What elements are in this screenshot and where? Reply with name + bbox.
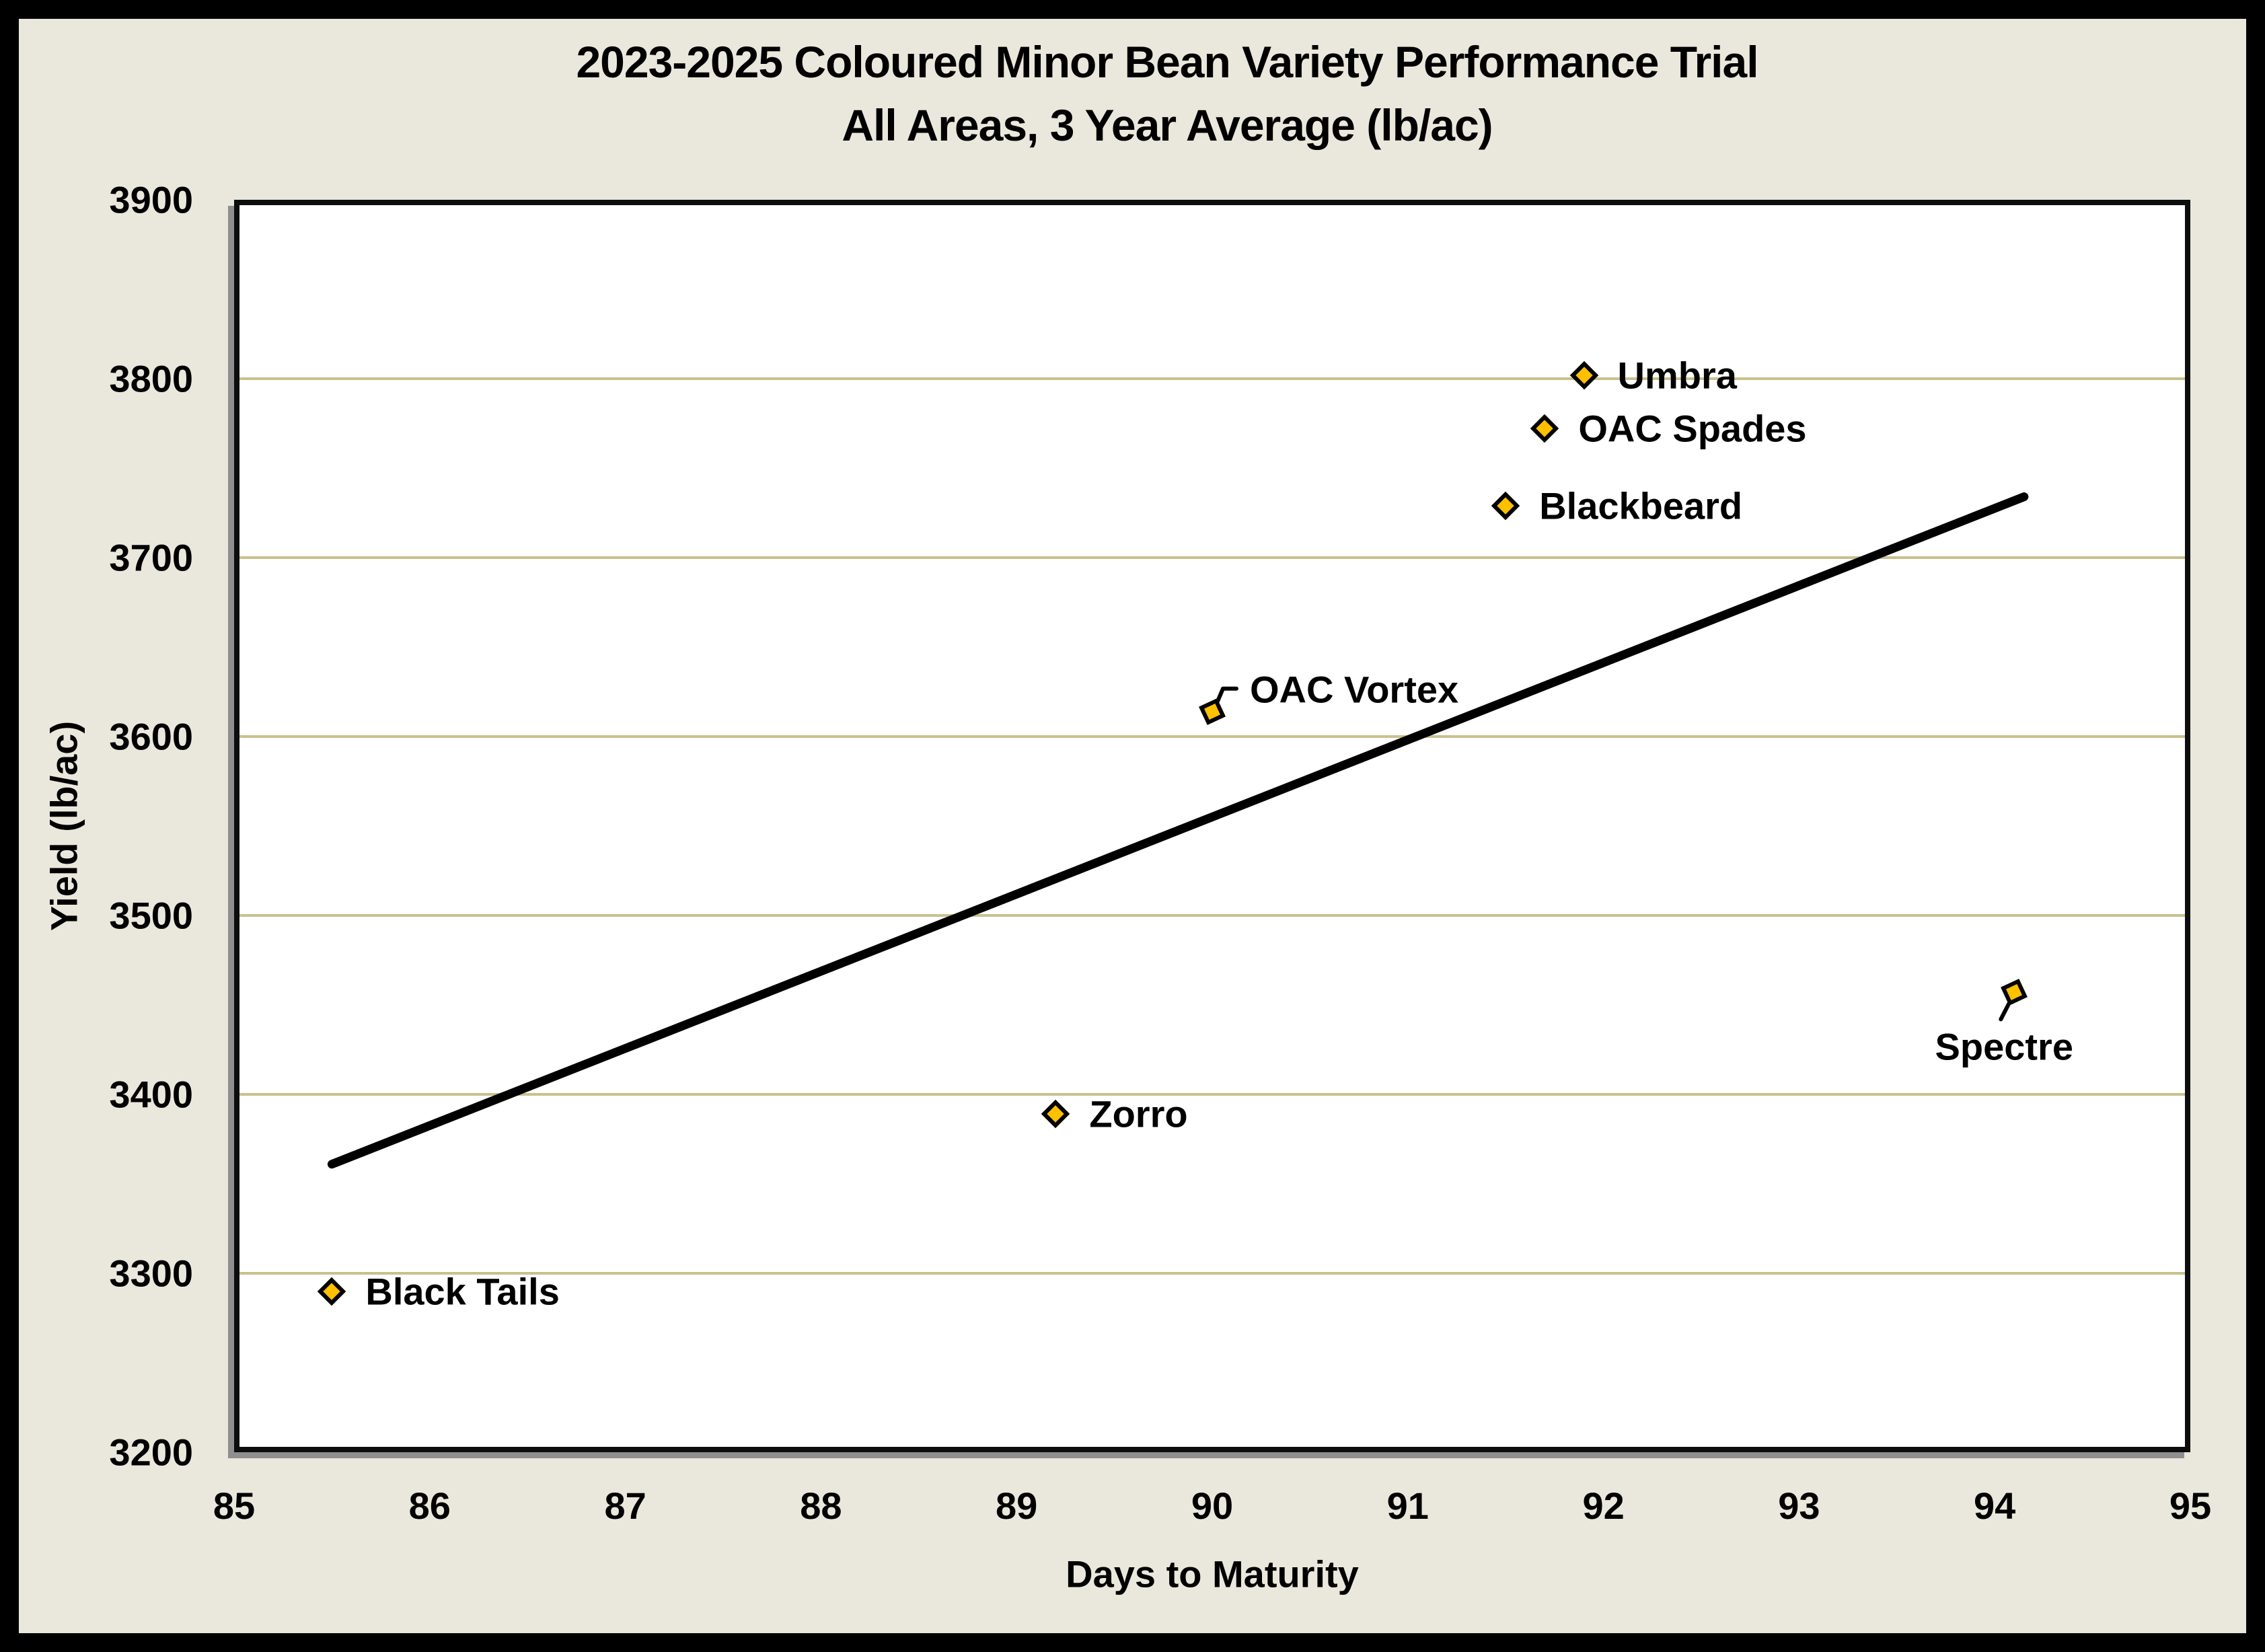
y-tick-3200: 3200: [109, 1431, 193, 1474]
x-tick-93: 93: [1778, 1485, 1820, 1527]
point-label-oac-spades: OAC Spades: [1578, 407, 1807, 450]
x-tick-89: 89: [996, 1485, 1038, 1527]
point-label-blackbeard: Blackbeard: [1539, 484, 1743, 527]
x-tick-92: 92: [1582, 1485, 1625, 1527]
point-label-oac-vortex: OAC Vortex: [1250, 668, 1459, 711]
x-axis-title: Days to Maturity: [1066, 1552, 1359, 1595]
point-label-spectre: Spectre: [1935, 1025, 2073, 1068]
plot-border: [234, 200, 2190, 1452]
plot-canvas: [234, 200, 2190, 1452]
x-tick-87: 87: [604, 1485, 646, 1527]
y-tick-3300: 3300: [109, 1252, 193, 1295]
x-tick-88: 88: [800, 1485, 842, 1527]
plot-area: [234, 200, 2190, 1452]
y-tick-3400: 3400: [109, 1073, 193, 1116]
point-label-black-tails: Black Tails: [365, 1270, 560, 1313]
chart-title-line1: 2023-2025 Coloured Minor Bean Variety Pe…: [576, 37, 1758, 87]
y-tick-3800: 3800: [109, 357, 193, 400]
point-label-zorro: Zorro: [1089, 1092, 1188, 1135]
y-tick-3600: 3600: [109, 715, 193, 758]
y-tick-3700: 3700: [109, 536, 193, 579]
chart-figure: 2023-2025 Coloured Minor Bean Variety Pe…: [19, 19, 2246, 1633]
x-tick-86: 86: [408, 1485, 451, 1527]
point-label-umbra: Umbra: [1617, 354, 1737, 397]
chart-title-line2: All Areas, 3 Year Average (lb/ac): [842, 100, 1493, 150]
chart-title: 2023-2025 Coloured Minor Bean Variety Pe…: [576, 31, 1758, 157]
y-tick-3900: 3900: [109, 178, 193, 221]
x-tick-85: 85: [213, 1485, 256, 1527]
x-tick-95: 95: [2169, 1485, 2212, 1527]
y-tick-3500: 3500: [109, 894, 193, 937]
x-tick-91: 91: [1386, 1485, 1429, 1527]
trendline: [327, 492, 2029, 1169]
x-tick-90: 90: [1191, 1485, 1234, 1527]
x-tick-94: 94: [1974, 1485, 2016, 1527]
